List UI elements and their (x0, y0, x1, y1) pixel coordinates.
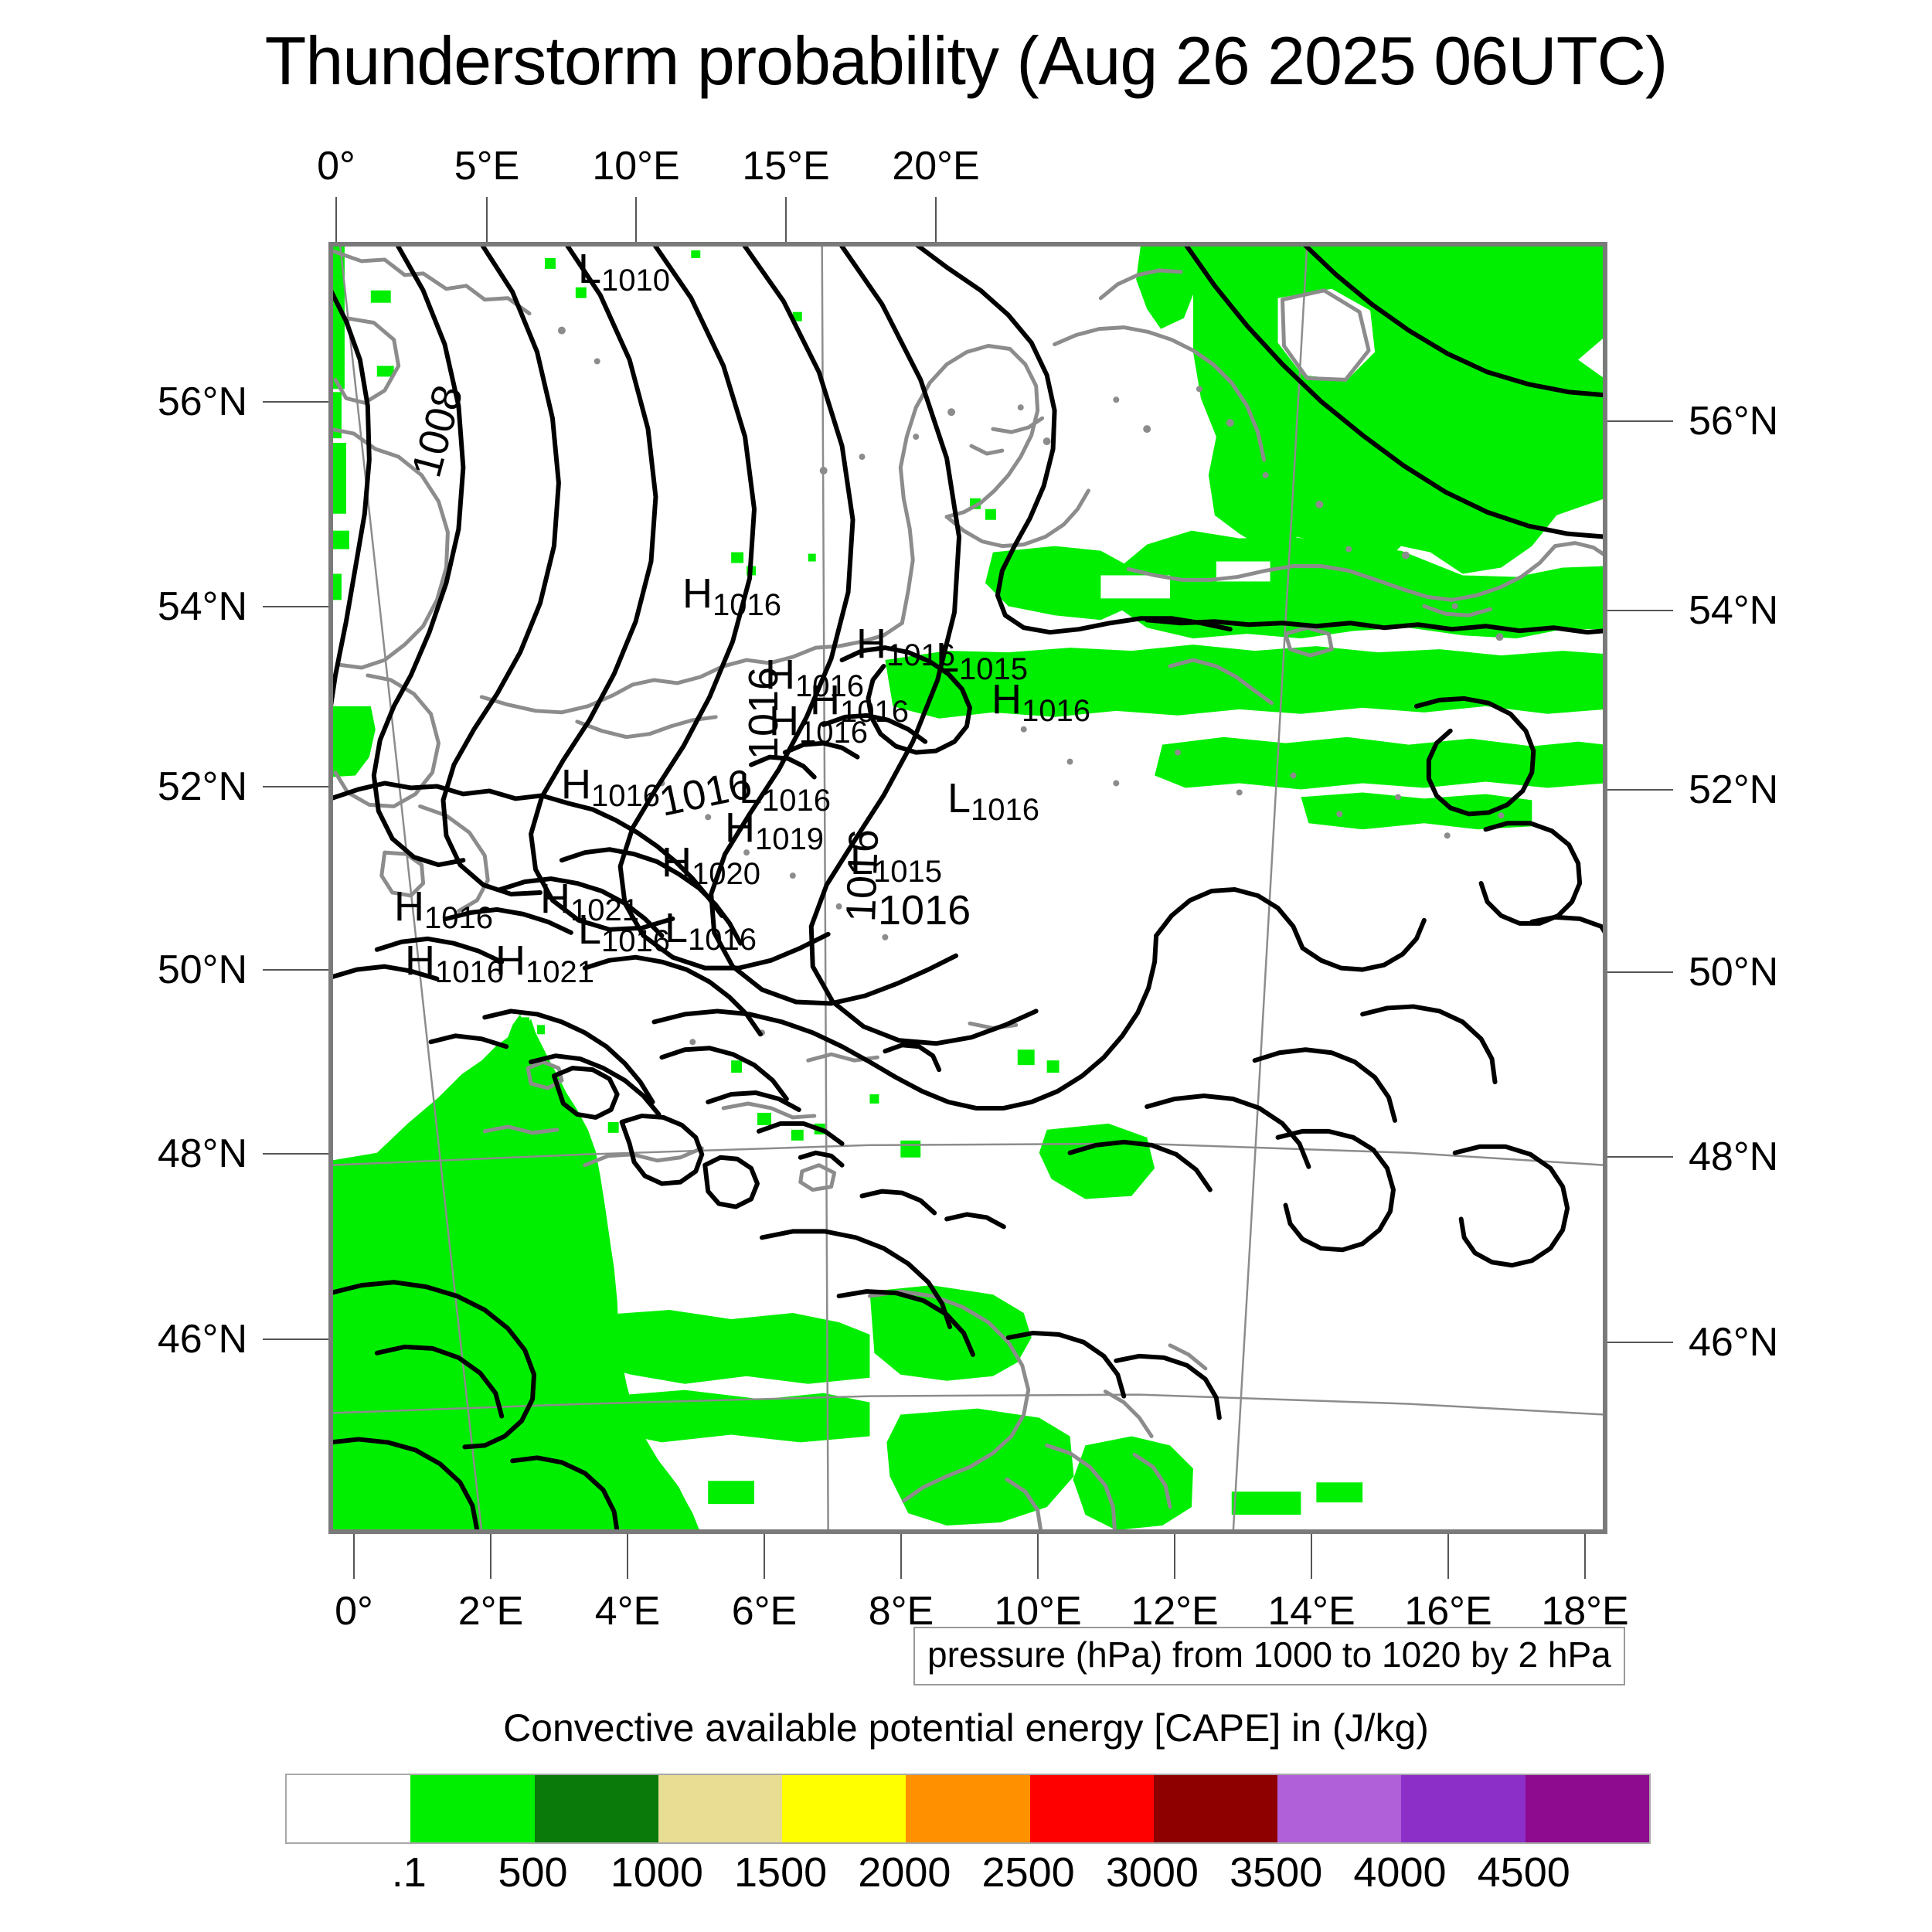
colorbar-tick-3000: 3000 (1105, 1849, 1199, 1896)
lat-tick-right-48°N: 48°N (1689, 1134, 1779, 1179)
lat-tick-left-48°N: 48°N (157, 1131, 247, 1176)
axis-tickmark (1311, 1534, 1312, 1579)
lon-tick-bottom-16°E: 16°E (1404, 1589, 1492, 1634)
colorbar-segment-7[interactable] (1153, 1775, 1278, 1842)
axis-tickmark (785, 197, 787, 242)
lat-tick-left-52°N: 52°N (157, 764, 247, 809)
isobar-layer (331, 244, 1605, 1532)
axis-tickmark (627, 1534, 628, 1579)
axis-tickmark (1607, 1342, 1673, 1343)
colorbar-segment-1[interactable] (410, 1775, 535, 1842)
axis-tickmark (1447, 1534, 1449, 1579)
lat-tick-right-50°N: 50°N (1689, 950, 1779, 995)
axis-tickmark (1037, 1534, 1039, 1579)
pressure-caption: pressure (hPa) from 1000 to 1020 by 2 hP… (913, 1627, 1625, 1685)
map-graphic (331, 244, 1605, 1532)
axis-tickmark (1607, 971, 1673, 973)
graticule-layer (331, 244, 1605, 1532)
axis-tickmark (1584, 1534, 1586, 1579)
lon-tick-bottom-14°E: 14°E (1267, 1589, 1355, 1634)
colorbar-segment-9[interactable] (1401, 1775, 1526, 1842)
axis-tickmark (900, 1534, 902, 1579)
coastline-layer (331, 248, 1605, 1532)
colorbar-segment-5[interactable] (906, 1775, 1030, 1842)
colorbar-segment-3[interactable] (658, 1775, 783, 1842)
colorbar-tick-4000: 4000 (1353, 1849, 1447, 1896)
colorbar-segment-0[interactable] (287, 1775, 411, 1842)
lon-tick-top-10°E: 10°E (592, 144, 680, 189)
lat-tick-right-54°N: 54°N (1689, 588, 1779, 633)
colorbar-tick-1500: 1500 (734, 1849, 828, 1896)
lat-tick-right-56°N: 56°N (1689, 399, 1779, 444)
colorbar-segment-8[interactable] (1277, 1775, 1402, 1842)
axis-tickmark (486, 197, 488, 242)
lon-tick-top-0°: 0° (317, 144, 355, 189)
axis-tickmark (1607, 1156, 1673, 1158)
lat-tick-left-46°N: 46°N (157, 1317, 247, 1362)
colorbar-tick-1000: 1000 (610, 1849, 703, 1896)
colorbar-segment-2[interactable] (534, 1775, 658, 1842)
axis-tickmark (1607, 610, 1673, 611)
colorbar-tick-4500: 4500 (1477, 1849, 1570, 1896)
axis-tickmark (1607, 420, 1673, 422)
lon-tick-top-5°E: 5°E (454, 144, 520, 189)
lat-tick-left-54°N: 54°N (157, 584, 247, 629)
lon-tick-bottom-4°E: 4°E (594, 1589, 661, 1634)
page-title: Thunderstorm probability (Aug 26 2025 06… (264, 22, 1668, 99)
axis-tickmark (263, 401, 328, 403)
colorbar-segment-4[interactable] (782, 1775, 906, 1842)
axis-tickmark (263, 786, 328, 787)
colorbar-tick-2000: 2000 (858, 1849, 951, 1896)
lon-tick-bottom-6°E: 6°E (731, 1589, 798, 1634)
axis-tickmark (1607, 789, 1673, 791)
axis-tickmark (764, 1534, 765, 1579)
axis-tickmark (263, 1153, 328, 1155)
axis-tickmark (935, 197, 937, 242)
lat-tick-right-46°N: 46°N (1689, 1320, 1779, 1365)
lon-tick-bottom-18°E: 18°E (1541, 1589, 1629, 1634)
axis-tickmark (263, 969, 328, 971)
axis-tickmark (353, 1534, 355, 1579)
colorbar-segment-10[interactable] (1525, 1775, 1649, 1842)
cape-colorbar-labels: .1 500 1000 1500 2000 2500 3000 3500 4000 4500 (285, 1849, 1648, 1903)
axis-tickmark (1174, 1534, 1175, 1579)
axis-tickmark (490, 1534, 492, 1579)
coastline-dots-layer (557, 326, 1505, 1046)
lat-tick-left-56°N: 56°N (157, 379, 247, 424)
lat-tick-right-52°N: 52°N (1689, 767, 1779, 812)
colorbar-tick-.1: .1 (391, 1849, 427, 1896)
colorbar-tick-500: 500 (498, 1849, 568, 1896)
lon-tick-bottom-10°E: 10°E (994, 1589, 1082, 1634)
lat-tick-left-50°N: 50°N (157, 947, 247, 992)
lon-tick-bottom-2°E: 2°E (457, 1589, 524, 1634)
colorbar-segment-6[interactable] (1029, 1775, 1154, 1842)
axis-tickmark (263, 606, 328, 607)
lon-tick-top-15°E: 15°E (742, 144, 830, 189)
lon-tick-bottom-0°: 0° (335, 1589, 373, 1634)
axis-tickmark (263, 1338, 328, 1340)
map-canvas[interactable]: L1010 H1016 H1016 L1015 H1016 H1016 H1016 H1016… (328, 242, 1607, 1534)
lon-tick-bottom-12°E: 12°E (1131, 1589, 1219, 1634)
axis-tickmark (635, 197, 637, 242)
colorbar-tick-3500: 3500 (1230, 1849, 1323, 1896)
colorbar-title: Convective available potential energy [C… (503, 1706, 1429, 1750)
axis-tickmark (335, 197, 337, 242)
colorbar-tick-2500: 2500 (981, 1849, 1075, 1896)
lon-tick-top-20°E: 20°E (892, 144, 980, 189)
lon-tick-bottom-8°E: 8°E (868, 1589, 934, 1634)
cape-colorbar[interactable] (285, 1774, 1651, 1844)
